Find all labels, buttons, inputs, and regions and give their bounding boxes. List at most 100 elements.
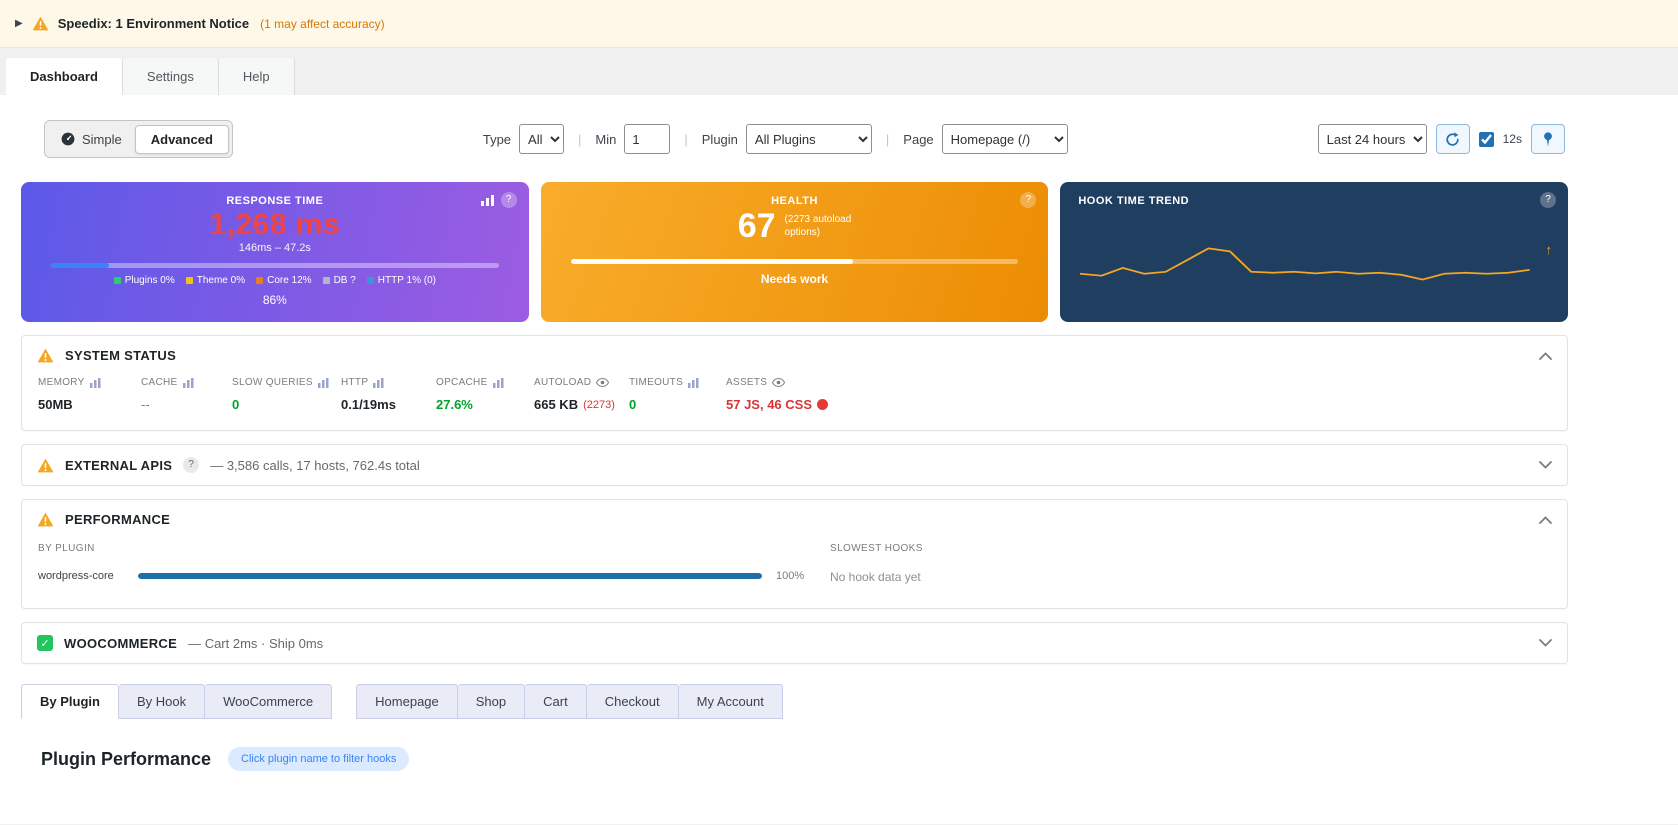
refresh-controls: Last 24 hours 12s [1317, 124, 1565, 154]
response-time-title: RESPONSE TIME [226, 195, 324, 207]
filter-separator: | [578, 131, 582, 147]
warning-icon [37, 458, 54, 473]
performance-title: PERFORMANCE [65, 512, 171, 527]
health-score: 67 [737, 207, 776, 245]
view-mode-toggle: Simple Advanced [44, 120, 233, 158]
auto-refresh-checkbox[interactable] [1478, 131, 1494, 147]
mini-chart-icon [89, 377, 101, 388]
plugin-percent: 100% [776, 570, 805, 582]
metric-timeouts: TIMEOUTS 0 [629, 377, 726, 412]
performance-header[interactable]: PERFORMANCE [22, 500, 1567, 539]
legend-item-db: DB ? [322, 275, 356, 286]
metric-slow-queries: SLOW QUERIES 0 [232, 377, 341, 412]
chevron-down-icon[interactable] [1539, 461, 1552, 469]
woocommerce-summary: — Cart 2ms · Ship 0ms [188, 635, 324, 651]
chevron-up-icon[interactable] [1539, 515, 1552, 524]
woocommerce-panel: ✓ WOOCOMMERCE — Cart 2ms · Ship 0ms [21, 622, 1568, 664]
tab-by-hook[interactable]: By Hook [118, 684, 206, 719]
plugin-name-wordpress-core[interactable]: wordpress-core [38, 570, 114, 582]
legend-item-core: Core 12% [256, 275, 312, 286]
no-hook-data-message: No hook data yet [830, 570, 921, 584]
external-apis-summary: — 3,586 calls, 17 hosts, 762.4s total [210, 457, 420, 473]
tab-homepage[interactable]: Homepage [356, 684, 458, 719]
dashboard-content: Simple Advanced Type All | Min | Plugin … [0, 95, 1678, 824]
external-apis-panel: EXTERNAL APIS ? — 3,586 calls, 17 hosts,… [21, 444, 1568, 486]
response-time-value: 1,268 ms [209, 208, 341, 241]
slowest-hooks-label: SLOWEST HOOKS [830, 543, 923, 554]
notice-accuracy-note: (1 may affect accuracy) [260, 16, 385, 31]
tab-help[interactable]: Help [218, 58, 295, 95]
health-help-icon[interactable]: ? [1020, 192, 1037, 208]
response-time-legend: Plugins 0% Theme 0% Core 12% DB ? HTTP 1… [39, 275, 511, 286]
chevron-down-icon[interactable] [1539, 639, 1552, 647]
tab-by-plugin[interactable]: By Plugin [21, 684, 119, 719]
filter-hint-pill: Click plugin name to filter hooks [228, 747, 410, 771]
external-apis-header[interactable]: EXTERNAL APIS ? — 3,586 calls, 17 hosts,… [22, 445, 1567, 485]
page-filter-label: Page [903, 131, 934, 147]
time-range-select[interactable]: Last 24 hours [1317, 124, 1427, 154]
metric-assets: ASSETS 57 JS, 46 CSS [726, 377, 828, 412]
plugin-bar [138, 573, 762, 579]
system-status-panel: SYSTEM STATUS MEMORY 50MB CACHE -- SLOW … [21, 335, 1568, 431]
system-status-title: SYSTEM STATUS [65, 348, 177, 363]
woocommerce-header[interactable]: ✓ WOOCOMMERCE — Cart 2ms · Ship 0ms [22, 623, 1567, 663]
metric-autoload: AUTOLOAD 665 KB (2273) [534, 377, 615, 412]
page-select[interactable]: Homepage (/) [941, 124, 1068, 154]
trend-up-arrow-icon: ↑ [1545, 242, 1553, 257]
hook-trend-help-icon[interactable]: ? [1540, 192, 1557, 208]
response-time-help-icon[interactable]: ? [500, 192, 517, 208]
legend-item-http: HTTP 1% (0) [366, 275, 436, 286]
plugin-performance-row: wordpress-core 100% [38, 570, 810, 582]
eye-icon[interactable] [596, 378, 610, 387]
mini-chart-icon [492, 377, 504, 388]
tab-checkout[interactable]: Checkout [586, 684, 679, 719]
min-input[interactable] [624, 124, 671, 154]
metric-http: HTTP 0.1/19ms [341, 377, 396, 412]
response-time-range: 146ms – 47.2s [238, 242, 311, 254]
chevron-up-icon[interactable] [1539, 351, 1552, 360]
performance-panel: PERFORMANCE BY PLUGIN wordpress-core 100… [21, 499, 1568, 609]
plugin-select[interactable]: All Plugins [745, 124, 872, 154]
notice-expand-arrow-icon[interactable]: ▶ [15, 18, 23, 29]
legend-item-theme: Theme 0% [185, 275, 245, 286]
health-autoload-note: (2273 autoload options) [784, 214, 852, 238]
tab-dashboard[interactable]: Dashboard [6, 58, 123, 95]
woocommerce-title: WOOCOMMERCE [64, 635, 178, 651]
refresh-interval-label: 12s [1502, 132, 1522, 146]
tab-my-account[interactable]: My Account [678, 684, 783, 719]
health-progress-bar [570, 259, 1019, 264]
mini-chart-icon [182, 377, 194, 388]
external-apis-help-icon[interactable]: ? [183, 457, 200, 473]
min-filter-label: Min [595, 131, 617, 147]
eye-icon[interactable] [772, 378, 786, 387]
type-filter-label: Type [482, 131, 512, 147]
tab-settings[interactable]: Settings [122, 58, 219, 95]
warning-icon [37, 512, 54, 527]
tab-cart[interactable]: Cart [525, 684, 587, 719]
pin-button[interactable] [1530, 124, 1565, 154]
analysis-tab-bar: By Plugin By Hook WooCommerce Homepage S… [21, 684, 1568, 719]
tab-shop[interactable]: Shop [457, 684, 526, 719]
mode-simple-button[interactable]: Simple [48, 126, 135, 153]
refresh-button[interactable] [1435, 124, 1470, 154]
refresh-icon [1445, 131, 1460, 147]
warning-icon [37, 348, 54, 363]
filter-bar: Type All | Min | Plugin All Plugins | Pa… [483, 124, 1068, 154]
metric-opcache: OPCACHE 27.6% [436, 377, 534, 412]
health-title: HEALTH [771, 195, 818, 207]
system-status-header[interactable]: SYSTEM STATUS [22, 336, 1567, 375]
type-select[interactable]: All [519, 124, 565, 154]
plugin-filter-label: Plugin [701, 131, 738, 147]
health-card: ? HEALTH 67 (2273 autoload options) Need… [540, 182, 1049, 322]
warning-icon [32, 16, 49, 31]
performance-body: BY PLUGIN wordpress-core 100% SLOWEST HO… [22, 539, 1567, 608]
environment-notice-bar[interactable]: ▶ Speedix: 1 Environment Notice (1 may a… [0, 0, 1678, 48]
response-time-percent: 86% [262, 293, 287, 307]
filter-separator: | [885, 131, 890, 147]
check-icon: ✓ [37, 635, 53, 651]
metric-cache: CACHE -- [141, 377, 232, 412]
mini-chart-icon [317, 377, 329, 388]
tab-woocommerce[interactable]: WooCommerce [205, 684, 333, 719]
mode-advanced-button[interactable]: Advanced [134, 124, 229, 154]
hook-trend-sparkline [1080, 247, 1531, 281]
